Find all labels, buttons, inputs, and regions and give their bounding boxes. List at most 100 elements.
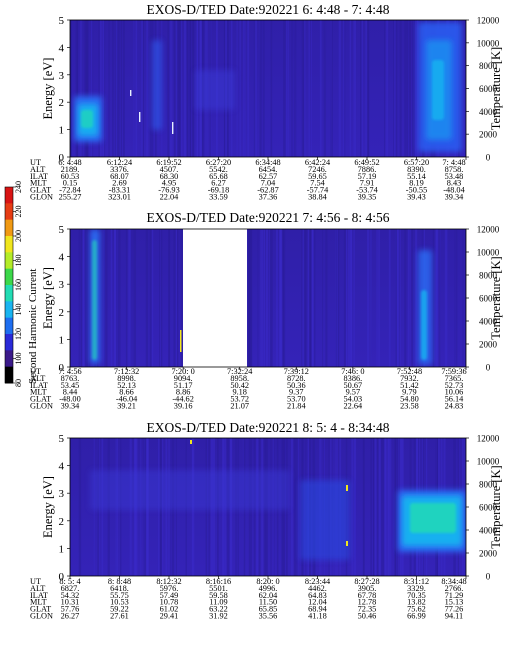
spectrogram-streak	[314, 229, 316, 367]
spectrogram-streak	[319, 20, 322, 157]
table-cell: 323.01	[108, 193, 131, 202]
table-cell: 23.58	[400, 402, 419, 411]
table-cell: 4.95	[162, 179, 177, 188]
intensity-patch	[421, 290, 427, 360]
spectrogram-streak	[395, 229, 398, 367]
spectrogram-streak	[373, 438, 375, 576]
y-tick-label: 3	[59, 279, 65, 291]
spectrogram-streak	[269, 229, 273, 367]
y-right-tick-label: 0	[486, 153, 491, 163]
table-cell: 8390.	[407, 165, 426, 174]
spectrogram-streak	[378, 229, 380, 367]
row-label: UT	[30, 158, 41, 167]
table-cell: 11.09	[209, 598, 227, 607]
spectrogram-streak	[110, 229, 112, 367]
y-right-tick-label: 12000	[477, 434, 500, 444]
y-right-tick-label: 0	[486, 363, 491, 373]
spectrogram-streak	[276, 229, 278, 367]
y-tick-label: 4	[59, 252, 65, 264]
table-cell: 39.35	[358, 193, 377, 202]
table-cell: 39.34	[61, 402, 81, 411]
table-cell: 7.04	[261, 179, 276, 188]
row-label: ALT	[30, 374, 45, 383]
spectrogram-streak	[171, 20, 173, 157]
table-cell: 0.15	[63, 179, 78, 188]
table-cell: 6:27:20	[206, 158, 231, 167]
table-cell: -69.18	[208, 186, 229, 195]
spectrogram-streak	[114, 229, 117, 367]
spectrogram-streak	[365, 20, 368, 157]
y-tick-label: 2	[59, 97, 65, 109]
spectrogram-streak	[108, 20, 110, 157]
table-cell: 21.84	[287, 402, 307, 411]
spectrogram-streak	[384, 438, 386, 576]
spectrogram-streak	[378, 438, 381, 576]
spectrogram-streak	[407, 229, 411, 367]
table-cell: 8.66	[119, 388, 134, 397]
spectrogram-streak	[102, 20, 105, 157]
row-label: GLON	[30, 193, 53, 202]
table-cell: 71.29	[445, 591, 464, 600]
table-cell: -62.87	[257, 186, 278, 195]
spectrogram-streak	[370, 229, 372, 367]
table-cell: 8998.	[117, 374, 136, 383]
table-cell: 50.36	[287, 381, 306, 390]
spectrogram-streak	[133, 229, 137, 367]
spectrogram-streak	[322, 229, 324, 367]
spectrogram-streak	[263, 229, 265, 367]
spectrogram-streak	[393, 20, 394, 157]
spectrogram-streak	[149, 20, 152, 157]
table-cell: 66.99	[407, 612, 426, 621]
colorbar-tick-label: 160	[14, 279, 23, 291]
spectrogram-streak	[114, 20, 117, 157]
table-cell: 8:12:32	[156, 577, 181, 586]
spectrogram-streak	[323, 20, 327, 157]
spectrogram-streak	[298, 438, 299, 576]
spectrogram-streak	[186, 20, 189, 157]
spectrogram-streak	[337, 229, 340, 367]
table-cell: 8958.	[230, 374, 249, 383]
spectrogram-streak	[146, 20, 148, 157]
y-right-tick-label: 6000	[479, 503, 498, 513]
table-cell: 4996.	[259, 584, 278, 593]
row-label: MLT	[30, 179, 47, 188]
table-cell: 10.31	[61, 598, 80, 607]
spectrogram-streak	[239, 20, 241, 157]
spectrogram	[70, 438, 466, 576]
colorbar-tick-label: 220	[14, 206, 23, 218]
table-cell: 4507.	[160, 165, 179, 174]
spectrogram-streak	[254, 20, 258, 157]
table-cell: 11.50	[259, 598, 277, 607]
spectrogram-streak	[70, 20, 72, 157]
table-cell: 75.62	[407, 605, 426, 614]
table-cell: 6827.	[61, 584, 80, 593]
table-cell: 9.79	[402, 388, 417, 397]
table-cell: 8758.	[445, 165, 464, 174]
table-cell: 6418.	[110, 584, 129, 593]
table-cell: 67.78	[358, 591, 377, 600]
table-cell: 3376.	[110, 165, 129, 174]
table-cell: 12.04	[308, 598, 328, 607]
y-right-tick-label: 10000	[477, 248, 500, 258]
colorbar-ticks: 80 100 120 140 160 180 200 220 240	[13, 181, 23, 387]
spectrogram-streak	[291, 20, 293, 157]
spectrogram-streak	[169, 20, 171, 157]
y-tick-label: 0	[59, 362, 65, 374]
spectrogram-streak	[415, 229, 418, 367]
spectrogram-streak	[247, 20, 250, 157]
table-cell: 62.57	[259, 172, 278, 181]
spectrogram	[70, 20, 466, 157]
table-cell: 59.58	[209, 591, 228, 600]
y-right-tick-label: 4000	[479, 526, 498, 536]
spectrogram-streak	[248, 229, 250, 367]
spectrogram-streak	[183, 20, 187, 157]
table-cell: 33.59	[209, 193, 228, 202]
spectrogram-streak	[301, 229, 303, 367]
table-cell: -50.55	[406, 186, 427, 195]
spectrogram-streak	[80, 229, 83, 367]
table-cell: 24.83	[445, 402, 464, 411]
spectrogram-streak	[381, 438, 382, 576]
spectrogram-streak	[75, 20, 77, 157]
table-cell: -48.04	[443, 186, 465, 195]
table-cell: 57.76	[61, 605, 80, 614]
